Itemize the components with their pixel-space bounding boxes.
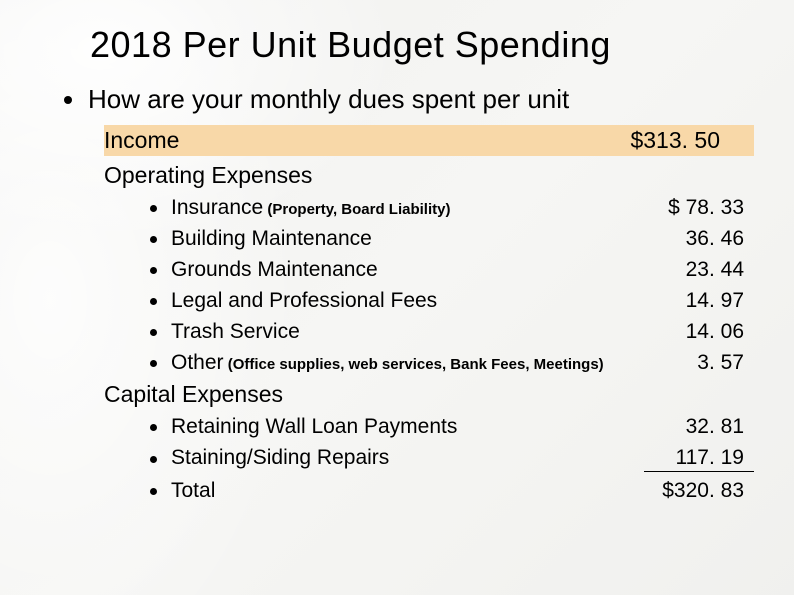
capital-item: Staining/Siding Repairs117. 19 xyxy=(150,446,754,472)
operating-item-value: 23. 44 xyxy=(644,258,754,282)
page-title: 2018 Per Unit Budget Spending xyxy=(90,24,754,66)
income-label: Income xyxy=(104,127,630,154)
capital-header: Capital Expenses xyxy=(104,381,754,408)
bullet-icon xyxy=(150,424,157,431)
capital-item-value: 32. 81 xyxy=(644,415,754,439)
bullet-icon xyxy=(150,205,157,212)
bullet-icon xyxy=(64,96,72,104)
operating-item-label: Grounds Maintenance xyxy=(171,258,644,282)
operating-item-label: Building Maintenance xyxy=(171,227,644,251)
operating-item-label: Trash Service xyxy=(171,320,644,344)
capital-item-label: Total xyxy=(171,479,644,503)
capital-item: Total$320. 83 xyxy=(150,479,754,503)
operating-item: Other (Office supplies, web services, Ba… xyxy=(150,351,754,375)
income-value: $313. 50 xyxy=(630,127,750,154)
operating-item-label: Other (Office supplies, web services, Ba… xyxy=(171,351,644,375)
bullet-icon xyxy=(150,456,157,463)
bullet-icon xyxy=(150,360,157,367)
capital-item-value: $320. 83 xyxy=(644,479,754,503)
operating-item-value: 14. 97 xyxy=(644,289,754,313)
income-row: Income $313. 50 xyxy=(104,125,754,156)
bullet-icon xyxy=(150,298,157,305)
capital-item-label: Retaining Wall Loan Payments xyxy=(171,415,644,439)
operating-item-value: $ 78. 33 xyxy=(644,196,754,220)
bullet-icon xyxy=(150,329,157,336)
operating-item-label: Insurance (Property, Board Liability) xyxy=(171,196,644,220)
capital-list: Retaining Wall Loan Payments32. 81Staini… xyxy=(40,415,754,503)
operating-item-label: Legal and Professional Fees xyxy=(171,289,644,313)
operating-item: Grounds Maintenance23. 44 xyxy=(150,258,754,282)
operating-item-value: 3. 57 xyxy=(644,351,754,375)
operating-item: Building Maintenance36. 46 xyxy=(150,227,754,251)
operating-header: Operating Expenses xyxy=(104,162,754,189)
operating-item: Trash Service14. 06 xyxy=(150,320,754,344)
operating-item: Legal and Professional Fees14. 97 xyxy=(150,289,754,313)
operating-item-note: (Property, Board Liability) xyxy=(263,201,450,218)
bullet-icon xyxy=(150,488,157,495)
capital-item: Retaining Wall Loan Payments32. 81 xyxy=(150,415,754,439)
capital-item-value: 117. 19 xyxy=(644,446,754,472)
operating-item-note: (Office supplies, web services, Bank Fee… xyxy=(224,356,604,373)
bullet-icon xyxy=(150,267,157,274)
operating-list: Insurance (Property, Board Liability)$ 7… xyxy=(40,196,754,375)
subtitle-row: How are your monthly dues spent per unit xyxy=(64,84,754,115)
slide: 2018 Per Unit Budget Spending How are yo… xyxy=(0,0,794,527)
operating-item: Insurance (Property, Board Liability)$ 7… xyxy=(150,196,754,220)
operating-item-value: 36. 46 xyxy=(644,227,754,251)
subtitle-text: How are your monthly dues spent per unit xyxy=(88,84,569,115)
bullet-icon xyxy=(150,236,157,243)
operating-item-value: 14. 06 xyxy=(644,320,754,344)
capital-item-label: Staining/Siding Repairs xyxy=(171,446,644,470)
